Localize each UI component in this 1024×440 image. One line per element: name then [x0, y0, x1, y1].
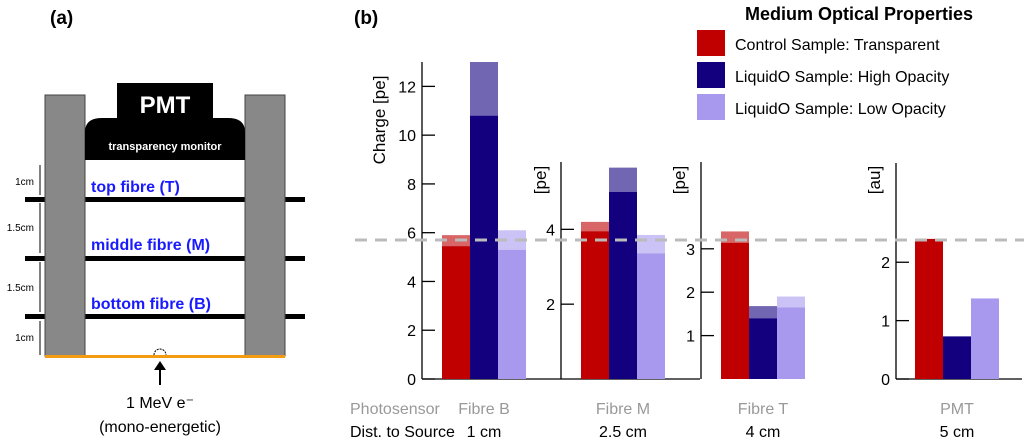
bar-upper-extension: [498, 230, 526, 250]
dim-label: 1cm: [15, 177, 34, 188]
bar: [721, 242, 749, 379]
legend-swatch: [697, 94, 725, 120]
monitor-label: transparency monitor: [108, 141, 222, 153]
bar: [971, 298, 999, 379]
transparency-monitor: [85, 118, 245, 160]
fibre-middle-line: [25, 256, 305, 261]
bar-upper-extension: [609, 167, 637, 192]
bar: [442, 246, 470, 379]
bar: [581, 231, 609, 379]
bar-upper-extension: [637, 234, 665, 254]
bar: [498, 249, 526, 379]
source-plate: [45, 355, 285, 358]
right-pillar: [244, 94, 286, 357]
arrow-head-icon: [154, 361, 166, 370]
bottom-fibre-label: bottom fibre (B): [91, 296, 211, 313]
y-tick-label: 4: [407, 274, 416, 291]
distance-label: 1 cm: [467, 424, 502, 440]
y-tick-label: 2: [881, 255, 890, 272]
bar-upper-extension: [581, 221, 609, 232]
photosensor-label: Fibre M: [596, 401, 650, 418]
y-axis-label: [au]: [865, 166, 884, 194]
bar-upper-extension: [749, 306, 777, 319]
legend-label: LiquidO Sample: High Opacity: [735, 69, 949, 86]
y-tick-label: 1: [686, 329, 695, 346]
y-tick-label: 3: [686, 242, 695, 259]
dim-label: 1.5cm: [7, 283, 34, 294]
y-tick-label: 1: [881, 314, 890, 331]
y-axis-label: [pe]: [670, 166, 689, 194]
bar: [777, 307, 805, 379]
pmt-label: PMT: [140, 92, 191, 119]
panel-fibre-b: 0 2 4 6 8 10 12 Charge [pe] Fibre B 1 cm: [370, 62, 526, 440]
fibre-top-line: [25, 197, 305, 202]
fibre-bottom-line: [25, 314, 305, 319]
left-pillar: [44, 94, 86, 357]
y-tick-label: 4: [546, 222, 555, 239]
source-note: (mono-energetic): [99, 419, 221, 436]
y-tick-label: 6: [407, 226, 416, 243]
y-tick-label: 10: [398, 128, 416, 145]
bar: [470, 115, 498, 380]
source-energy: 1 MeV e⁻: [126, 395, 194, 412]
top-fibre-label: top fibre (T): [91, 179, 180, 196]
legend-label: LiquidO Sample: Low Opacity: [735, 101, 946, 118]
bar: [637, 253, 665, 379]
distance-label: 2.5 cm: [599, 424, 647, 440]
photosensor-label: Fibre T: [738, 401, 789, 418]
y-tick-label: 8: [407, 177, 416, 194]
panel-b-label: (b): [354, 8, 378, 29]
legend-title: Medium Optical Properties: [745, 4, 973, 24]
distance-row-label: Dist. to Source: [350, 424, 455, 440]
legend-swatch: [697, 62, 725, 88]
distance-label: 4 cm: [746, 424, 781, 440]
panel-a-label: (a): [50, 8, 73, 29]
photosensor-row-label: Photosensor: [350, 401, 441, 418]
dim-label: 1.5cm: [7, 223, 34, 234]
photosensor-label: PMT: [940, 401, 974, 418]
dim-label: 1cm: [15, 333, 34, 344]
distance-label: 5 cm: [940, 424, 975, 440]
bar: [749, 318, 777, 379]
legend: Control Sample: Transparent LiquidO Sampl…: [697, 30, 949, 120]
y-axis-label: Charge [pe]: [370, 76, 389, 165]
y-tick-label: 0: [881, 372, 890, 389]
y-tick-label: 2: [686, 285, 695, 302]
legend-swatch: [697, 30, 725, 56]
y-tick-label: 2: [546, 297, 555, 314]
legend-label: Control Sample: Transparent: [735, 37, 940, 54]
middle-fibre-label: middle fibre (M): [91, 237, 210, 254]
photosensor-label: Fibre B: [458, 401, 510, 418]
bar-upper-extension: [721, 231, 749, 243]
y-tick-label: 0: [407, 372, 416, 389]
pmt-box: [117, 83, 213, 121]
panel-fibre-t: 1 2 3 [pe] Fibre T 4 cm: [670, 162, 805, 440]
y-tick-label: 2: [407, 323, 416, 340]
source-point-icon: [153, 348, 167, 356]
panel-fibre-m: 2 4 [pe] Fibre M 2.5 cm: [531, 162, 665, 440]
y-tick-label: 12: [398, 79, 416, 96]
bar: [915, 238, 943, 379]
panel-a-diagram: (a) PMT transparency monitor top fibre (…: [7, 8, 305, 436]
bar-upper-extension: [777, 296, 805, 308]
panel-pmt: 0 1 2 [au] PMT 5 cm: [865, 163, 999, 440]
bar-upper-extension: [470, 62, 498, 116]
bar: [609, 191, 637, 379]
y-axis-label: [pe]: [531, 166, 550, 194]
bar: [943, 336, 971, 379]
